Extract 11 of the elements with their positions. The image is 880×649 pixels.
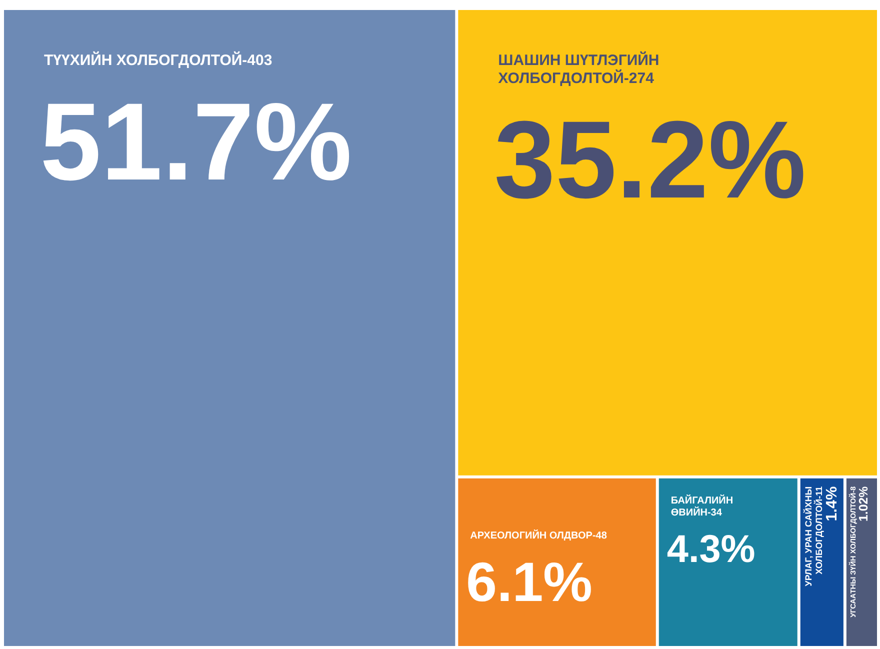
data-label: 6.1%	[466, 551, 592, 613]
category-label: АРХЕОЛОГИЙН ОЛДВОР-48	[470, 528, 608, 542]
data-label: 35.2%	[494, 98, 806, 222]
data-label: 51.7%	[40, 80, 352, 204]
data-label: 4.3%	[666, 528, 756, 572]
data-label: 1.4%	[824, 486, 841, 522]
category-label: ШАШИН ШҮТЛЭГИЙН ХОЛБОГДОЛТОЙ-274	[498, 51, 660, 87]
data-label: 1.02%	[856, 486, 870, 522]
category-label: УРЛАГ, УРАН САЙХНЫ ХОЛБОГДОЛТОЙ-11	[802, 486, 824, 586]
category-label: БАЙГАЛИЙН ӨВИЙН-34	[670, 493, 734, 518]
category-label: ТҮҮХИЙН ХОЛБОГДОЛТОЙ-403	[44, 51, 272, 69]
